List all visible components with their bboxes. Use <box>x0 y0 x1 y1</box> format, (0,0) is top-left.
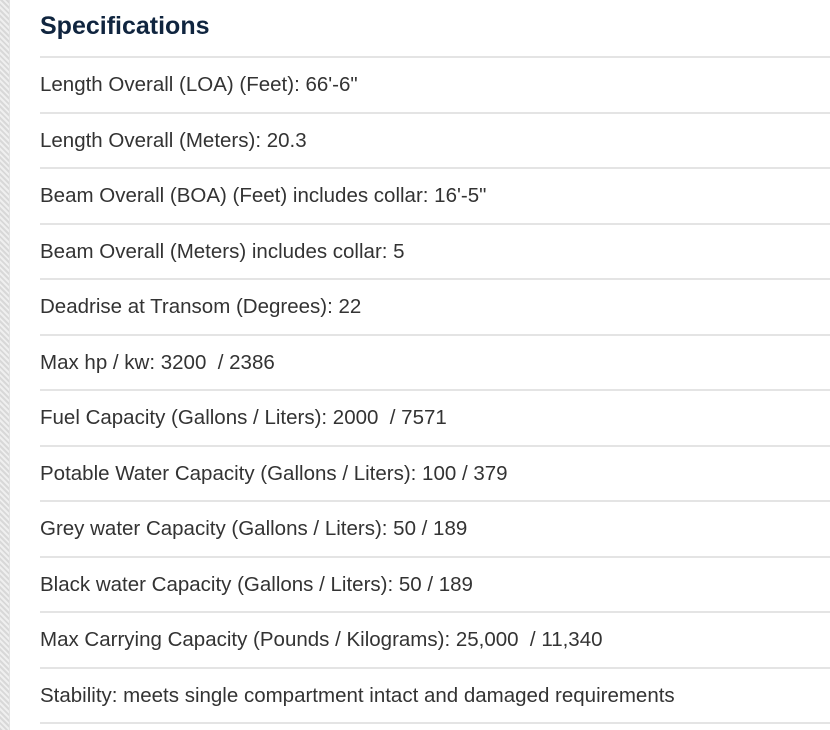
spec-item: Length Overall (LOA) (Feet): 66'-6" <box>40 58 830 114</box>
spec-item: Deadrise at Transom (Degrees): 22 <box>40 280 830 336</box>
specs-list: Length Overall (LOA) (Feet): 66'-6" Leng… <box>40 58 830 724</box>
spec-item: Fuel Capacity (Gallons / Liters): 2000 /… <box>40 391 830 447</box>
section-heading: Specifications <box>40 0 830 58</box>
spec-item: Grey water Capacity (Gallons / Liters): … <box>40 502 830 558</box>
spec-item: Beam Overall (BOA) (Feet) includes colla… <box>40 169 830 225</box>
spec-item: Black water Capacity (Gallons / Liters):… <box>40 558 830 613</box>
spec-item: Potable Water Capacity (Gallons / Liters… <box>40 447 830 502</box>
spec-item: Beam Overall (Meters) includes collar: 5 <box>40 225 830 280</box>
specifications-section: Specifications Length Overall (LOA) (Fee… <box>40 0 830 724</box>
page-edge-border <box>0 0 10 730</box>
spec-item: Length Overall (Meters): 20.3 <box>40 114 830 169</box>
spec-item: Max Carrying Capacity (Pounds / Kilogram… <box>40 613 830 669</box>
spec-item: Stability: meets single compartment inta… <box>40 669 830 724</box>
spec-item: Max hp / kw: 3200 / 2386 <box>40 336 830 391</box>
